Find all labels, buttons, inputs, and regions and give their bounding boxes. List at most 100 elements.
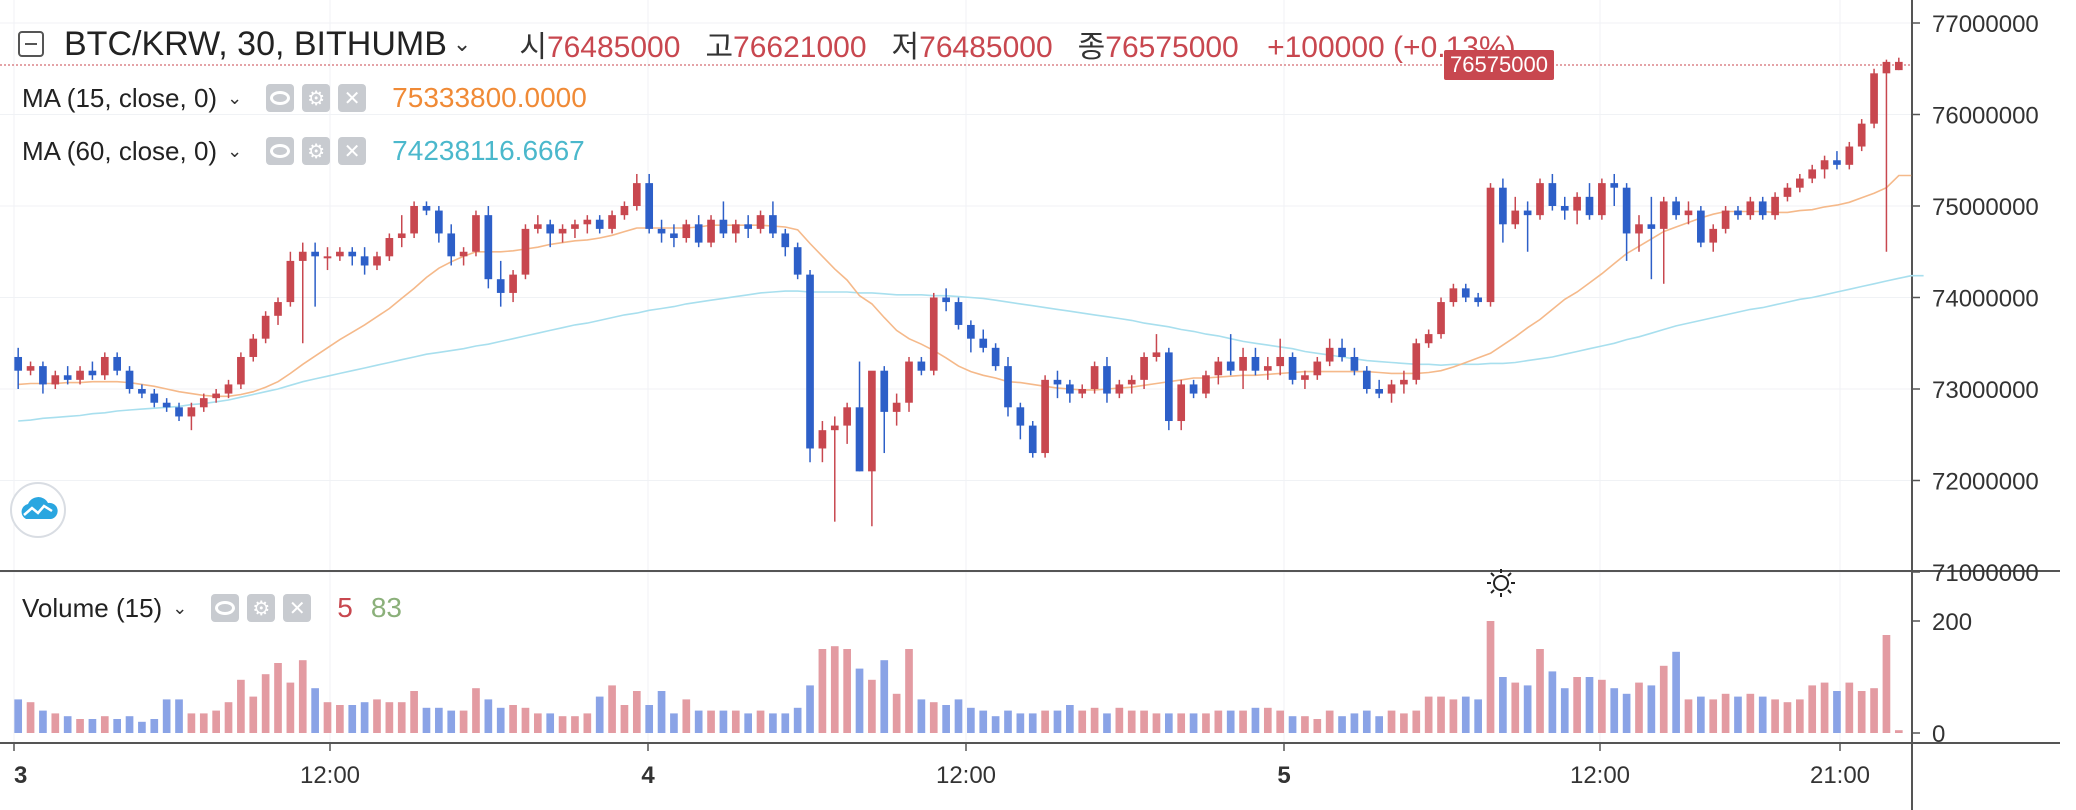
candle — [855, 361, 864, 472]
volume-axis-labels: 2000 — [1912, 609, 1972, 748]
volume-bar — [1697, 696, 1705, 733]
close-icon[interactable]: ✕ — [338, 137, 367, 165]
eye-icon[interactable] — [266, 84, 295, 112]
candle — [1350, 347, 1359, 376]
price-tick-label: 76000000 — [1932, 103, 2039, 130]
candle — [1202, 370, 1210, 399]
volume-bar — [756, 710, 765, 733]
candle — [1882, 59, 1891, 252]
volume-bar — [1424, 696, 1433, 733]
candle-body — [1709, 228, 1718, 243]
candle — [830, 416, 839, 522]
chevron-down-icon[interactable]: ⌄ — [227, 87, 243, 108]
candle — [88, 361, 97, 380]
collapse-button[interactable] — [18, 31, 44, 57]
high-label: 고 — [705, 31, 734, 64]
candle — [113, 352, 122, 376]
price-tick-label: 72000000 — [1932, 469, 2039, 496]
volume-bar — [1857, 691, 1866, 733]
candle-body — [26, 366, 35, 371]
candle-body — [88, 370, 97, 376]
candle — [496, 260, 505, 307]
candle-body — [1387, 384, 1396, 394]
ma60-line — [18, 274, 1924, 422]
candle-body — [670, 233, 678, 239]
volume-bar — [1684, 699, 1693, 733]
candle-body — [546, 224, 555, 234]
volume-bar — [509, 705, 517, 733]
high-value: 76621000 — [733, 31, 867, 64]
candle-body — [1449, 288, 1458, 303]
volume-bar — [1758, 696, 1767, 733]
candle-body — [1573, 196, 1581, 211]
candle — [806, 270, 814, 463]
volume-bar — [249, 696, 258, 733]
volume-bar — [731, 710, 740, 733]
candle — [769, 201, 777, 239]
price-tick-label: 71000000 — [1932, 560, 2039, 587]
candle — [175, 402, 183, 422]
candle — [1375, 379, 1384, 399]
chevron-down-icon[interactable]: ⌄ — [227, 140, 243, 161]
candle — [657, 219, 666, 243]
candle — [1734, 206, 1742, 220]
study-ma15-label[interactable]: MA (15, close, 0) — [22, 82, 218, 113]
volume-bar — [1585, 677, 1594, 733]
volume-bar — [100, 716, 109, 733]
candle — [1239, 347, 1247, 389]
candle — [608, 210, 616, 234]
study-volume-label[interactable]: Volume (15) — [22, 592, 163, 623]
candle — [818, 421, 827, 463]
gear-icon[interactable]: ⚙ — [247, 594, 276, 622]
volume-up-value: 5 — [337, 592, 353, 623]
volume-bar — [1647, 685, 1656, 733]
candle-body — [14, 356, 23, 371]
settings-sun-icon[interactable] — [1486, 568, 1516, 598]
volume-bar — [1721, 693, 1730, 733]
candle-body — [336, 251, 344, 257]
close-icon[interactable]: ✕ — [283, 594, 312, 622]
chevron-down-icon[interactable]: ⌄ — [172, 597, 188, 618]
candle — [1325, 338, 1334, 367]
volume-bar — [1066, 705, 1074, 733]
close-label: 종 — [1077, 31, 1106, 64]
candle — [1078, 384, 1087, 399]
price-tick-label: 73000000 — [1932, 377, 2039, 404]
eye-icon[interactable] — [266, 137, 295, 165]
symbol-title[interactable]: BTC/KRW, 30, BITHUMB — [64, 24, 447, 63]
volume-bar — [979, 710, 988, 733]
gear-icon[interactable]: ⚙ — [302, 84, 331, 112]
volume-bar — [212, 710, 220, 733]
candle — [1721, 206, 1730, 234]
volume-bar — [917, 699, 926, 733]
candle — [1833, 151, 1841, 170]
study-ma60-label[interactable]: MA (60, close, 0) — [22, 135, 218, 166]
candle — [1758, 196, 1767, 220]
candle — [39, 361, 47, 394]
candle — [199, 393, 208, 412]
symbol-chevron-down-icon[interactable]: ⌄ — [452, 31, 472, 56]
close-icon[interactable]: ✕ — [338, 84, 367, 112]
candle-body — [1499, 187, 1507, 225]
candle-body — [249, 338, 258, 357]
volume-bar — [1474, 699, 1482, 733]
candle-body — [1585, 196, 1594, 216]
candle — [1263, 356, 1272, 380]
candle-body — [1152, 352, 1161, 357]
candle-body — [521, 228, 530, 275]
candle-body — [1016, 407, 1025, 426]
volume-bar — [1882, 635, 1891, 733]
volume-bar — [1771, 699, 1779, 733]
candle-body — [261, 315, 270, 339]
time-tick-label: 4 — [641, 762, 655, 789]
candle-body — [1622, 187, 1631, 234]
candle-body — [1548, 183, 1557, 206]
candle-body — [1424, 334, 1433, 344]
volume-bar — [175, 699, 183, 733]
eye-icon[interactable] — [211, 594, 240, 622]
gear-icon[interactable]: ⚙ — [302, 137, 331, 165]
volume-tick-label: 0 — [1932, 721, 1945, 748]
candle — [880, 366, 889, 454]
tradingview-logo-icon[interactable] — [10, 482, 66, 538]
